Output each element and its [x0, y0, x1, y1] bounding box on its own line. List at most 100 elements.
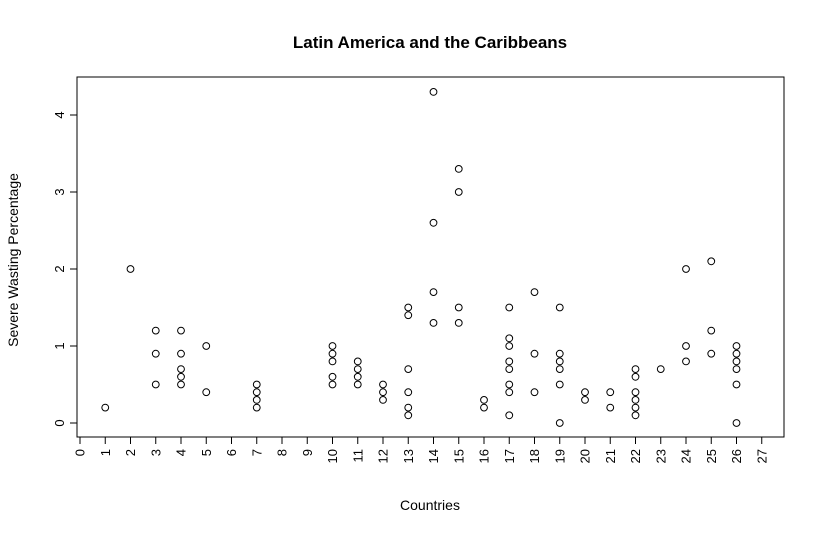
data-point: [505, 411, 514, 420]
data-point: [151, 349, 160, 358]
x-tick-label: 10: [325, 449, 340, 463]
x-tick-label: 11: [350, 449, 365, 463]
data-point: [732, 349, 741, 358]
data-point: [505, 365, 514, 374]
data-point: [682, 342, 690, 350]
plot-frame: [76, 76, 785, 438]
data-point: [202, 342, 211, 350]
data-point: [429, 88, 438, 96]
data-point: [505, 388, 514, 397]
data-point: [732, 342, 741, 350]
data-point: [581, 388, 589, 397]
data-point: [631, 365, 640, 374]
data-point: [177, 365, 185, 374]
x-tick-label: 20: [578, 449, 593, 463]
data-point: [454, 303, 463, 312]
data-point: [480, 403, 488, 412]
data-point: [581, 396, 589, 404]
data-point: [404, 403, 413, 412]
data-point: [631, 403, 640, 412]
data-point: [404, 388, 413, 397]
data-point: [555, 349, 564, 358]
data-point: [404, 411, 413, 420]
data-point: [732, 419, 741, 427]
x-tick-label: 27: [754, 449, 769, 463]
data-point: [555, 303, 564, 312]
data-point: [530, 288, 539, 297]
x-tick-label: 7: [249, 449, 264, 456]
data-point: [530, 388, 539, 397]
x-tick-label: 24: [679, 449, 694, 463]
x-tick-label: 6: [224, 449, 239, 456]
data-point: [151, 380, 160, 389]
y-axis: 0 1 2 3 4: [52, 111, 78, 427]
x-axis-label: Countries: [400, 497, 460, 513]
y-tick-label: 3: [52, 188, 67, 195]
data-point: [328, 357, 337, 366]
data-point: [606, 403, 615, 412]
data-point: [177, 326, 185, 335]
data-point: [404, 311, 413, 320]
data-point: [555, 380, 564, 389]
x-tick-label: 0: [73, 449, 88, 456]
data-point: [555, 419, 564, 427]
data-point: [707, 326, 716, 335]
data-point: [177, 380, 185, 389]
data-point: [328, 380, 337, 389]
data-point: [328, 349, 337, 358]
data-point: [631, 388, 640, 397]
data-point: [732, 365, 741, 374]
data-point: [505, 357, 514, 366]
data-point: [126, 265, 135, 273]
x-tick-label: 14: [426, 449, 441, 463]
y-tick-label: 4: [52, 111, 67, 118]
data-point: [505, 303, 514, 312]
y-tick-label: 0: [52, 419, 67, 426]
data-point: [202, 388, 211, 397]
y-tick-label: 1: [52, 342, 67, 349]
x-tick-label: 9: [300, 449, 315, 456]
data-point: [631, 372, 640, 381]
data-point: [530, 349, 539, 358]
data-point: [177, 349, 185, 358]
data-point: [353, 365, 362, 374]
data-point: [429, 319, 438, 327]
data-point: [606, 388, 615, 397]
data-point: [505, 334, 514, 343]
data-point: [404, 303, 413, 312]
data-point: [505, 342, 514, 350]
x-tick-label: 26: [729, 449, 744, 463]
x-tick-label: 18: [527, 449, 542, 463]
data-point: [353, 357, 362, 366]
data-point: [707, 349, 716, 358]
data-point: [707, 257, 716, 266]
data-point: [404, 365, 413, 374]
data-point: [682, 357, 690, 366]
x-tick-label: 2: [123, 449, 138, 456]
x-axis: 0 1 2 3 4 5 6 7 8 9 10 11 12 13 14 15 16 17 18 19 20 21 22 23 24…: [73, 436, 769, 463]
data-point: [682, 265, 690, 273]
x-tick-label: 5: [199, 449, 214, 456]
y-axis-label: Severe Wasting Percentage: [5, 173, 21, 347]
x-tick-label: 16: [477, 449, 492, 463]
data-point: [151, 326, 160, 335]
x-tick-label: 22: [628, 449, 643, 463]
x-tick-label: 3: [148, 449, 163, 456]
data-point: [656, 365, 665, 374]
x-tick-label: 21: [603, 449, 618, 463]
x-tick-label: 15: [451, 449, 466, 463]
data-point: [454, 319, 463, 327]
x-tick-label: 1: [98, 449, 113, 456]
x-tick-label: 19: [552, 449, 567, 463]
data-point: [505, 380, 514, 389]
x-tick-label: 23: [653, 449, 668, 463]
data-point: [379, 388, 387, 397]
data-point: [454, 188, 463, 196]
data-point: [454, 165, 463, 173]
data-point: [631, 396, 640, 404]
data-point: [379, 396, 387, 404]
data-point: [732, 380, 741, 389]
data-point: [252, 396, 261, 404]
data-point: [353, 380, 362, 389]
